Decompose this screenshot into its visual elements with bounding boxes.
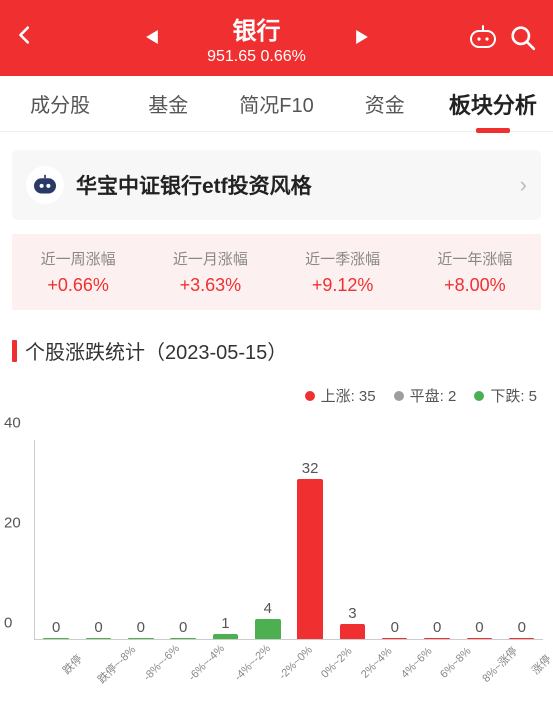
instrument-title: 银行 (172, 11, 342, 46)
bar (340, 624, 365, 639)
tab-bar: 成分股基金简况F10资金板块分析 (0, 76, 553, 132)
bar-cell: 0 (501, 440, 543, 639)
tab-3[interactable]: 资金 (331, 77, 439, 130)
bar-cell: 0 (77, 440, 119, 639)
returns-row: 近一周涨幅 +0.66%近一月涨幅 +3.63%近一季涨幅 +9.12%近一年涨幅 +8… (12, 234, 541, 310)
bar-cell: 0 (416, 440, 458, 639)
bar (213, 634, 238, 639)
stat-value: +9.12% (277, 275, 409, 296)
legend-dot-icon (474, 391, 484, 401)
bar-cell: 1 (204, 440, 246, 639)
bar-value-label: 4 (264, 600, 272, 617)
etf-style-card[interactable]: 华宝中证银行etf投资风格 › (12, 150, 541, 220)
change-pct: 0.66% (261, 48, 306, 65)
bar-cell: 3 (331, 440, 373, 639)
bar-cell: 0 (162, 440, 204, 639)
price: 951.65 (207, 48, 256, 65)
bar-value-label: 0 (137, 619, 145, 636)
search-icon[interactable] (507, 22, 539, 54)
legend-item: 下跌: 5 (474, 385, 537, 406)
x-axis-labels: 跌停跌停~-8%-8%~-6%-6%~-4%-4%~-2%-2%~0%0%~2%… (34, 646, 543, 714)
header-bar: 银行 951.65 0.66% (0, 0, 553, 76)
prev-button[interactable] (140, 28, 164, 49)
bar-value-label: 0 (433, 619, 441, 636)
stat-label: 近一周涨幅 (12, 248, 144, 269)
bar-cell: 0 (458, 440, 500, 639)
tab-1[interactable]: 基金 (114, 77, 222, 130)
bar-value-label: 0 (94, 619, 102, 636)
legend-item: 上涨: 35 (305, 385, 376, 406)
bar-chart: 0000143230000 02040 (34, 410, 543, 640)
stat-label: 近一月涨幅 (144, 248, 276, 269)
stat-label: 近一季涨幅 (277, 248, 409, 269)
tab-2[interactable]: 简况F10 (222, 77, 330, 130)
legend-label: 上涨: 35 (321, 385, 376, 406)
bar-cell: 0 (120, 440, 162, 639)
chart-legend: 上涨: 35 平盘: 2 下跌: 5 (0, 385, 537, 406)
title-area: 银行 951.65 0.66% (172, 11, 342, 66)
bar-cell: 0 (35, 440, 77, 639)
bar-value-label: 1 (221, 615, 229, 632)
plot-area: 0 0 0 0 1 4 32 3 0 0 0 0 (34, 440, 543, 640)
back-button[interactable] (14, 20, 46, 57)
chevron-right-icon: › (520, 172, 527, 198)
stat-item: 近一年涨幅 +8.00% (409, 248, 541, 296)
bar-cell: 0 (374, 440, 416, 639)
tab-0[interactable]: 成分股 (6, 77, 114, 130)
legend-item: 平盘: 2 (394, 385, 457, 406)
assistant-avatar-icon (26, 166, 64, 204)
stat-item: 近一季涨幅 +9.12% (277, 248, 409, 296)
legend-dot-icon (305, 391, 315, 401)
y-tick-label: 40 (4, 415, 21, 432)
section-title: 个股涨跌统计（2023-05-15） (12, 336, 541, 365)
bar (128, 638, 153, 639)
next-button[interactable] (350, 28, 374, 49)
y-tick-label: 0 (4, 615, 12, 632)
bar-value-label: 0 (179, 619, 187, 636)
legend-label: 平盘: 2 (410, 385, 457, 406)
bar-value-label: 32 (302, 460, 319, 477)
stat-value: +8.00% (409, 275, 541, 296)
bar-value-label: 3 (348, 605, 356, 622)
card-title: 华宝中证银行etf投资风格 (76, 170, 520, 200)
bar-value-label: 0 (475, 619, 483, 636)
instrument-subtitle: 951.65 0.66% (172, 48, 342, 66)
bar (297, 479, 322, 639)
bar-cell: 32 (289, 440, 331, 639)
legend-dot-icon (394, 391, 404, 401)
assistant-icon[interactable] (467, 22, 499, 54)
stat-value: +0.66% (12, 275, 144, 296)
stat-item: 近一月涨幅 +3.63% (144, 248, 276, 296)
bar-value-label: 0 (391, 619, 399, 636)
legend-label: 下跌: 5 (490, 385, 537, 406)
stat-label: 近一年涨幅 (409, 248, 541, 269)
stat-item: 近一周涨幅 +0.66% (12, 248, 144, 296)
y-tick-label: 20 (4, 515, 21, 532)
stat-value: +3.63% (144, 275, 276, 296)
bar-value-label: 0 (518, 619, 526, 636)
bar-cell: 4 (247, 440, 289, 639)
bar (382, 638, 407, 639)
bar (170, 638, 195, 639)
tab-4[interactable]: 板块分析 (439, 76, 547, 132)
bar-value-label: 0 (52, 619, 60, 636)
